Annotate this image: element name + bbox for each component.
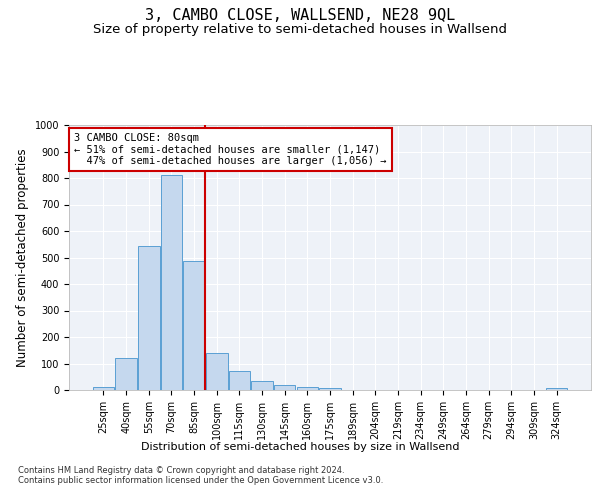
Text: Size of property relative to semi-detached houses in Wallsend: Size of property relative to semi-detach… (93, 22, 507, 36)
Bar (93, 387, 114, 390)
Bar (319, 388, 341, 390)
Y-axis label: Number of semi-detached properties: Number of semi-detached properties (16, 148, 29, 367)
Bar (184, 262, 205, 390)
Bar (274, 384, 295, 390)
Bar (251, 380, 273, 390)
Bar (138, 246, 160, 390)
Text: 3 CAMBO CLOSE: 80sqm
← 51% of semi-detached houses are smaller (1,147)
  47% of : 3 CAMBO CLOSE: 80sqm ← 51% of semi-detac… (74, 133, 387, 166)
Text: 3, CAMBO CLOSE, WALLSEND, NE28 9QL: 3, CAMBO CLOSE, WALLSEND, NE28 9QL (145, 8, 455, 22)
Text: Distribution of semi-detached houses by size in Wallsend: Distribution of semi-detached houses by … (141, 442, 459, 452)
Bar (229, 371, 250, 390)
Bar (115, 358, 137, 390)
Text: Contains HM Land Registry data © Crown copyright and database right 2024.
Contai: Contains HM Land Registry data © Crown c… (18, 466, 383, 485)
Bar (161, 176, 182, 390)
Bar (546, 388, 567, 390)
Bar (296, 387, 318, 390)
Bar (206, 353, 227, 390)
